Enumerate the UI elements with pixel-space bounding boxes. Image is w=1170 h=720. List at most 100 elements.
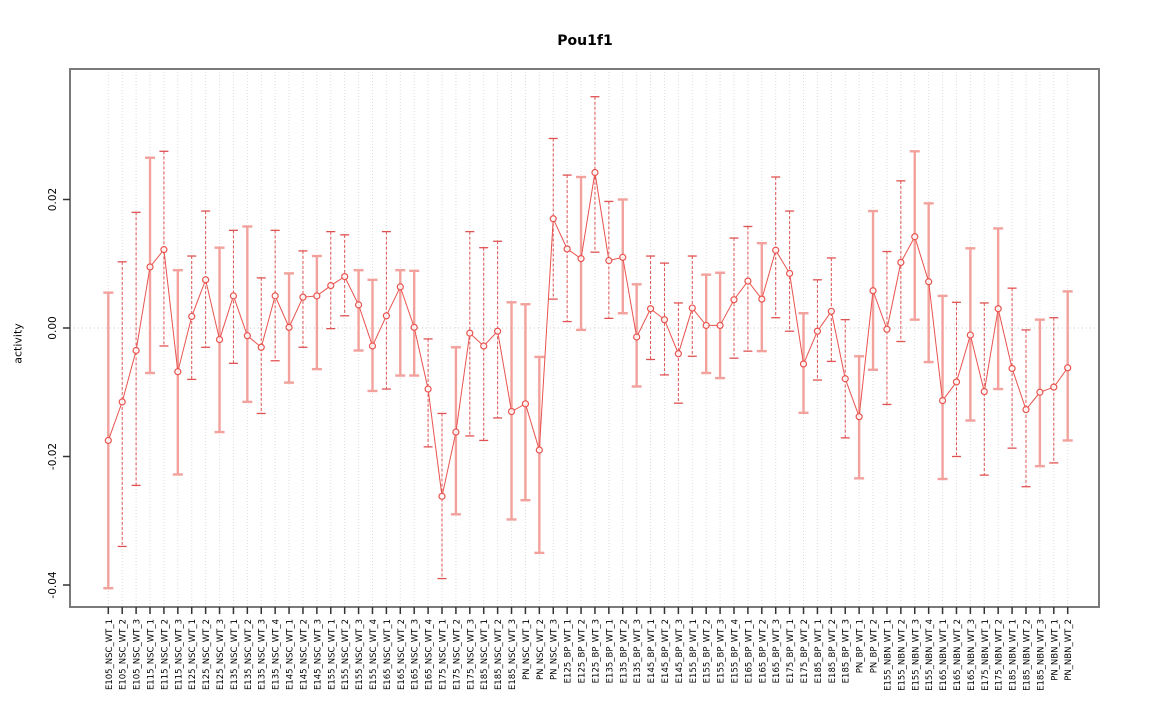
x-tick-label: E155_NSC_WT_4 xyxy=(369,619,379,690)
x-tick-label: PN_BP_WT_2 xyxy=(870,619,880,673)
y-tick-label: -0.04 xyxy=(47,571,59,598)
x-tick-label: E185_NSC_WT_2 xyxy=(494,619,504,690)
data-point-dot xyxy=(716,321,724,330)
data-point-dot xyxy=(354,301,363,309)
data-point-dot xyxy=(674,350,682,358)
x-tick-label: E185_NBN_WT_1 xyxy=(1009,619,1019,691)
x-tick-label: E105_NSC_WT_3 xyxy=(133,619,143,690)
x-tick-label: E155_NBN_WT_1 xyxy=(883,619,893,691)
data-point-dot xyxy=(257,343,265,351)
data-point-dot xyxy=(494,327,502,335)
data-point-dot xyxy=(535,446,543,454)
x-tick-label: E125_BP_WT_1 xyxy=(564,619,574,683)
x-tick-label: E155_BP_WT_3 xyxy=(717,619,727,683)
x-tick-label: E185_BP_WT_1 xyxy=(814,619,824,683)
x-tick-label: E145_NSC_WT_3 xyxy=(313,619,323,690)
x-tick-label: PN_NBN_WT_1 xyxy=(1050,619,1060,681)
data-point-dot xyxy=(132,346,140,355)
x-tick-label: E175_NBN_WT_1 xyxy=(981,619,991,691)
x-tick-label: E165_NBN_WT_1 xyxy=(939,619,949,691)
x-tick-label: E125_BP_WT_2 xyxy=(578,619,588,683)
x-tick-label: E185_BP_WT_3 xyxy=(842,619,852,683)
x-tick-label: E165_NSC_WT_3 xyxy=(411,619,421,690)
data-point-dot xyxy=(994,305,1002,313)
x-tick-label: E185_NSC_WT_1 xyxy=(480,619,490,690)
x-tick-label: E135_BP_WT_2 xyxy=(619,619,629,683)
data-point-dot xyxy=(911,233,919,241)
x-tick-label: E155_NSC_WT_1 xyxy=(327,619,337,690)
x-tick-label: E155_BP_WT_2 xyxy=(703,619,713,683)
data-point-dot xyxy=(633,333,641,341)
data-point-dot xyxy=(327,281,335,290)
data-point-dot xyxy=(243,332,251,340)
x-tick-label: E145_BP_WT_2 xyxy=(661,619,671,683)
x-tick-label: E165_BP_WT_1 xyxy=(744,619,754,683)
x-tick-label: E135_NSC_WT_2 xyxy=(244,619,254,690)
x-tick-label: E155_NSC_WT_2 xyxy=(341,619,351,690)
x-tick-label: E115_NSC_WT_1 xyxy=(147,619,157,690)
data-point-dot xyxy=(396,283,404,291)
x-tick-label: E115_NSC_WT_2 xyxy=(160,619,170,690)
x-tick-label: E145_NSC_WT_1 xyxy=(286,619,296,690)
x-tick-label: E185_BP_WT_2 xyxy=(828,619,838,683)
data-point-dot xyxy=(118,398,126,406)
data-point-dot xyxy=(188,312,196,321)
data-point-dot xyxy=(897,258,905,267)
data-point-dot xyxy=(507,407,516,416)
data-point-dot xyxy=(855,413,863,421)
x-tick-label: E165_NSC_WT_4 xyxy=(425,619,435,690)
data-point-dot xyxy=(813,327,822,335)
data-point-dot xyxy=(229,292,238,300)
x-tick-label: E185_NBN_WT_3 xyxy=(1036,619,1046,691)
data-point-dot xyxy=(299,293,307,301)
y-tick-label: 0.02 xyxy=(47,188,59,211)
x-tick-label: E165_BP_WT_3 xyxy=(772,619,782,683)
x-tick-label: E185_NBN_WT_2 xyxy=(1022,619,1032,691)
x-tick-label: E135_NSC_WT_3 xyxy=(258,619,268,690)
x-tick-label: E155_NBN_WT_3 xyxy=(911,619,921,691)
data-point-dot xyxy=(1022,405,1030,414)
x-tick-label: E135_NSC_WT_4 xyxy=(272,619,282,690)
x-tick-label: E145_BP_WT_3 xyxy=(675,619,685,683)
x-tick-label: PN_NSC_WT_2 xyxy=(536,619,546,680)
x-tick-label: E175_NSC_WT_1 xyxy=(439,619,449,690)
x-tick-label: E155_NSC_WT_3 xyxy=(355,619,365,690)
data-point-dot xyxy=(730,296,738,304)
x-tick-label: E125_NSC_WT_1 xyxy=(188,619,198,690)
data-point-dot xyxy=(452,428,460,436)
x-tick-label: E175_NSC_WT_2 xyxy=(452,619,462,690)
x-tick-label: E105_NSC_WT_1 xyxy=(105,619,115,690)
data-point-dot xyxy=(841,375,849,383)
y-tick-label: 0.00 xyxy=(47,316,59,339)
data-point-dot xyxy=(605,256,613,265)
data-point-dot xyxy=(1064,364,1072,372)
x-tick-label: E135_BP_WT_1 xyxy=(605,619,615,683)
data-point-dot xyxy=(786,269,794,277)
x-tick-label: E175_NBN_WT_2 xyxy=(995,619,1005,691)
chart-title: Pou1f1 xyxy=(557,33,613,49)
data-point-dot xyxy=(285,323,293,331)
x-tick-label: E155_BP_WT_4 xyxy=(730,619,740,683)
x-tick-label: PN_NSC_WT_1 xyxy=(522,619,532,680)
data-point-dot xyxy=(925,278,933,286)
data-point-dot xyxy=(202,276,210,284)
x-tick-label: E175_BP_WT_2 xyxy=(800,619,810,683)
x-tick-label: E155_BP_WT_1 xyxy=(689,619,699,683)
y-axis-title: activity xyxy=(11,323,25,364)
x-tick-label: PN_NBN_WT_2 xyxy=(1064,619,1074,681)
data-point-dot xyxy=(938,397,947,405)
x-tick-label: E155_NBN_WT_4 xyxy=(925,619,935,691)
data-point-dot xyxy=(966,331,974,339)
x-tick-label: E105_NSC_WT_2 xyxy=(119,619,129,690)
x-tick-label: E175_NSC_WT_3 xyxy=(466,619,476,690)
data-point-dot xyxy=(104,436,112,445)
data-point-dot xyxy=(438,492,446,500)
x-tick-label: E185_NSC_WT_3 xyxy=(508,619,518,690)
x-tick-label: PN_NSC_WT_3 xyxy=(550,619,560,680)
data-point-dot xyxy=(549,215,557,223)
data-point-dot xyxy=(424,385,432,393)
data-point-dot xyxy=(410,323,418,331)
data-point-dot xyxy=(146,263,154,271)
